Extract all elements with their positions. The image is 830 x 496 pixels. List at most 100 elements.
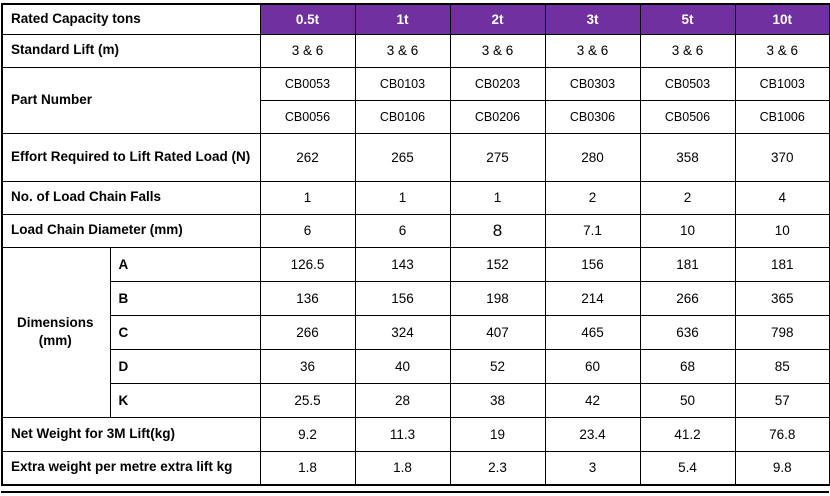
cell-value: 36 [259, 348, 356, 384]
row-standard-lift: Standard Lift (m) 3 & 6 3 & 6 3 & 6 3 & … [1, 33, 830, 68]
cell-value: 3 & 6 [259, 33, 356, 68]
cell-value: CB0103 [354, 66, 451, 101]
row-label: Net Weight for 3M Lift(kg) [1, 416, 261, 452]
cell-value: 465 [544, 314, 641, 350]
cell-value: 370 [734, 132, 830, 182]
cell-value: 38 [449, 382, 546, 418]
cell-value: 1 [354, 180, 451, 215]
row-effort: Effort Required to Lift Rated Load (N) 2… [1, 132, 830, 182]
cell-value: CB0106 [354, 99, 451, 134]
header-capacity-cell: 5t [639, 3, 736, 35]
row-dimension-a: Dimensions (mm) A 126.5 143 152 156 181 … [1, 246, 830, 418]
bottom-border [1, 491, 829, 493]
cell-value: 181 [639, 246, 736, 282]
row-label: No. of Load Chain Falls [1, 180, 261, 215]
cell-value: 5.4 [639, 450, 736, 486]
row-net-weight: Net Weight for 3M Lift(kg) 9.2 11.3 19 2… [1, 416, 830, 452]
cell-value: 6 [354, 213, 451, 248]
row-chain-diameter: Load Chain Diameter (mm) 6 6 8 7.1 10 10 [1, 213, 830, 248]
cell-value: 1 [449, 180, 546, 215]
dimension-key: C [109, 314, 261, 350]
cell-value: 8 [449, 213, 546, 248]
cell-value: 23.4 [544, 416, 641, 452]
cell-value: 41.2 [639, 416, 736, 452]
cell-value: 152 [449, 246, 546, 282]
cell-value: 3 & 6 [544, 33, 641, 68]
cell-value: 2 [544, 180, 641, 215]
dimension-key: A [109, 246, 261, 282]
cell-value: CB1003 [734, 66, 830, 101]
header-capacity-cell: 3t [544, 3, 641, 35]
cell-value: 60 [544, 348, 641, 384]
dimensions-label: Dimensions (mm) [1, 246, 111, 418]
cell-value: 11.3 [354, 416, 451, 452]
cell-value: 3 & 6 [354, 33, 451, 68]
cell-value: 214 [544, 280, 641, 316]
row-dimension-d: D 36 40 52 60 68 85 [2, 348, 830, 384]
row-extra-weight: Extra weight per metre extra lift kg 1.8… [1, 450, 830, 486]
header-label: Rated Capacity tons [1, 3, 261, 35]
cell-value: 3 & 6 [734, 33, 830, 68]
cell-value: 6 [259, 213, 356, 248]
cell-value: 3 & 6 [639, 33, 736, 68]
cell-value: 9.8 [734, 450, 830, 486]
cell-value: 407 [449, 314, 546, 350]
row-header: Rated Capacity tons 0.5t 1t 2t 3t 5t 10t [1, 3, 830, 35]
cell-value: 10 [639, 213, 736, 248]
cell-value: 126.5 [259, 246, 356, 282]
cell-value: 52 [449, 348, 546, 384]
cell-value: CB0306 [544, 99, 641, 134]
row-part-number-1: Part Number CB0053 CB0103 CB0203 CB0303 … [1, 66, 830, 134]
cell-value: 9.2 [259, 416, 356, 452]
cell-value: 156 [354, 280, 451, 316]
cell-value: 3 [544, 450, 641, 486]
cell-value: 358 [639, 132, 736, 182]
spec-table: Rated Capacity tons 0.5t 1t 2t 3t 5t 10t… [1, 3, 830, 486]
cell-value: 68 [639, 348, 736, 384]
cell-value: 1.8 [259, 450, 356, 486]
cell-value: 1 [259, 180, 356, 215]
cell-value: 156 [544, 246, 641, 282]
cell-value: 636 [639, 314, 736, 350]
dimension-key: K [109, 382, 261, 418]
row-label: Part Number [1, 66, 261, 134]
header-capacity-cell: 2t [449, 3, 546, 35]
cell-value: 136 [259, 280, 356, 316]
cell-value: 143 [354, 246, 451, 282]
row-dimension-k: K 25.5 28 38 42 50 57 [2, 382, 830, 418]
cell-value: 42 [544, 382, 641, 418]
cell-value: 2 [639, 180, 736, 215]
header-capacity-cell: 1t [354, 3, 451, 35]
cell-value: 1.8 [354, 450, 451, 486]
row-dimension-b: B 136 156 198 214 266 365 [2, 280, 830, 316]
cell-value: 85 [734, 348, 830, 384]
row-label: Standard Lift (m) [1, 33, 261, 68]
cell-value: 324 [354, 314, 451, 350]
cell-value: 262 [259, 132, 356, 182]
row-label: Extra weight per metre extra lift kg [1, 450, 261, 486]
cell-value: CB0506 [639, 99, 736, 134]
cell-value: 365 [734, 280, 830, 316]
cell-value: 19 [449, 416, 546, 452]
cell-value: CB1006 [734, 99, 830, 134]
cell-value: 798 [734, 314, 830, 350]
cell-value: 10 [734, 213, 830, 248]
cell-value: 7.1 [544, 213, 641, 248]
cell-value: CB0303 [544, 66, 641, 101]
cell-value: 50 [639, 382, 736, 418]
row-chain-falls: No. of Load Chain Falls 1 1 1 2 2 4 [1, 180, 830, 215]
cell-value: 57 [734, 382, 830, 418]
cell-value: CB0206 [449, 99, 546, 134]
cell-value: CB0053 [259, 66, 356, 101]
cell-value: 40 [354, 348, 451, 384]
row-label: Effort Required to Lift Rated Load (N) [1, 132, 261, 182]
cell-value: 266 [259, 314, 356, 350]
cell-value: 265 [354, 132, 451, 182]
cell-value: 3 & 6 [449, 33, 546, 68]
header-capacity-cell: 0.5t [259, 3, 356, 35]
row-part-number-2: CB0056 CB0106 CB0206 CB0306 CB0506 CB100… [2, 99, 830, 134]
cell-value: 2.3 [449, 450, 546, 486]
cell-value: 275 [449, 132, 546, 182]
dimension-key: B [109, 280, 261, 316]
